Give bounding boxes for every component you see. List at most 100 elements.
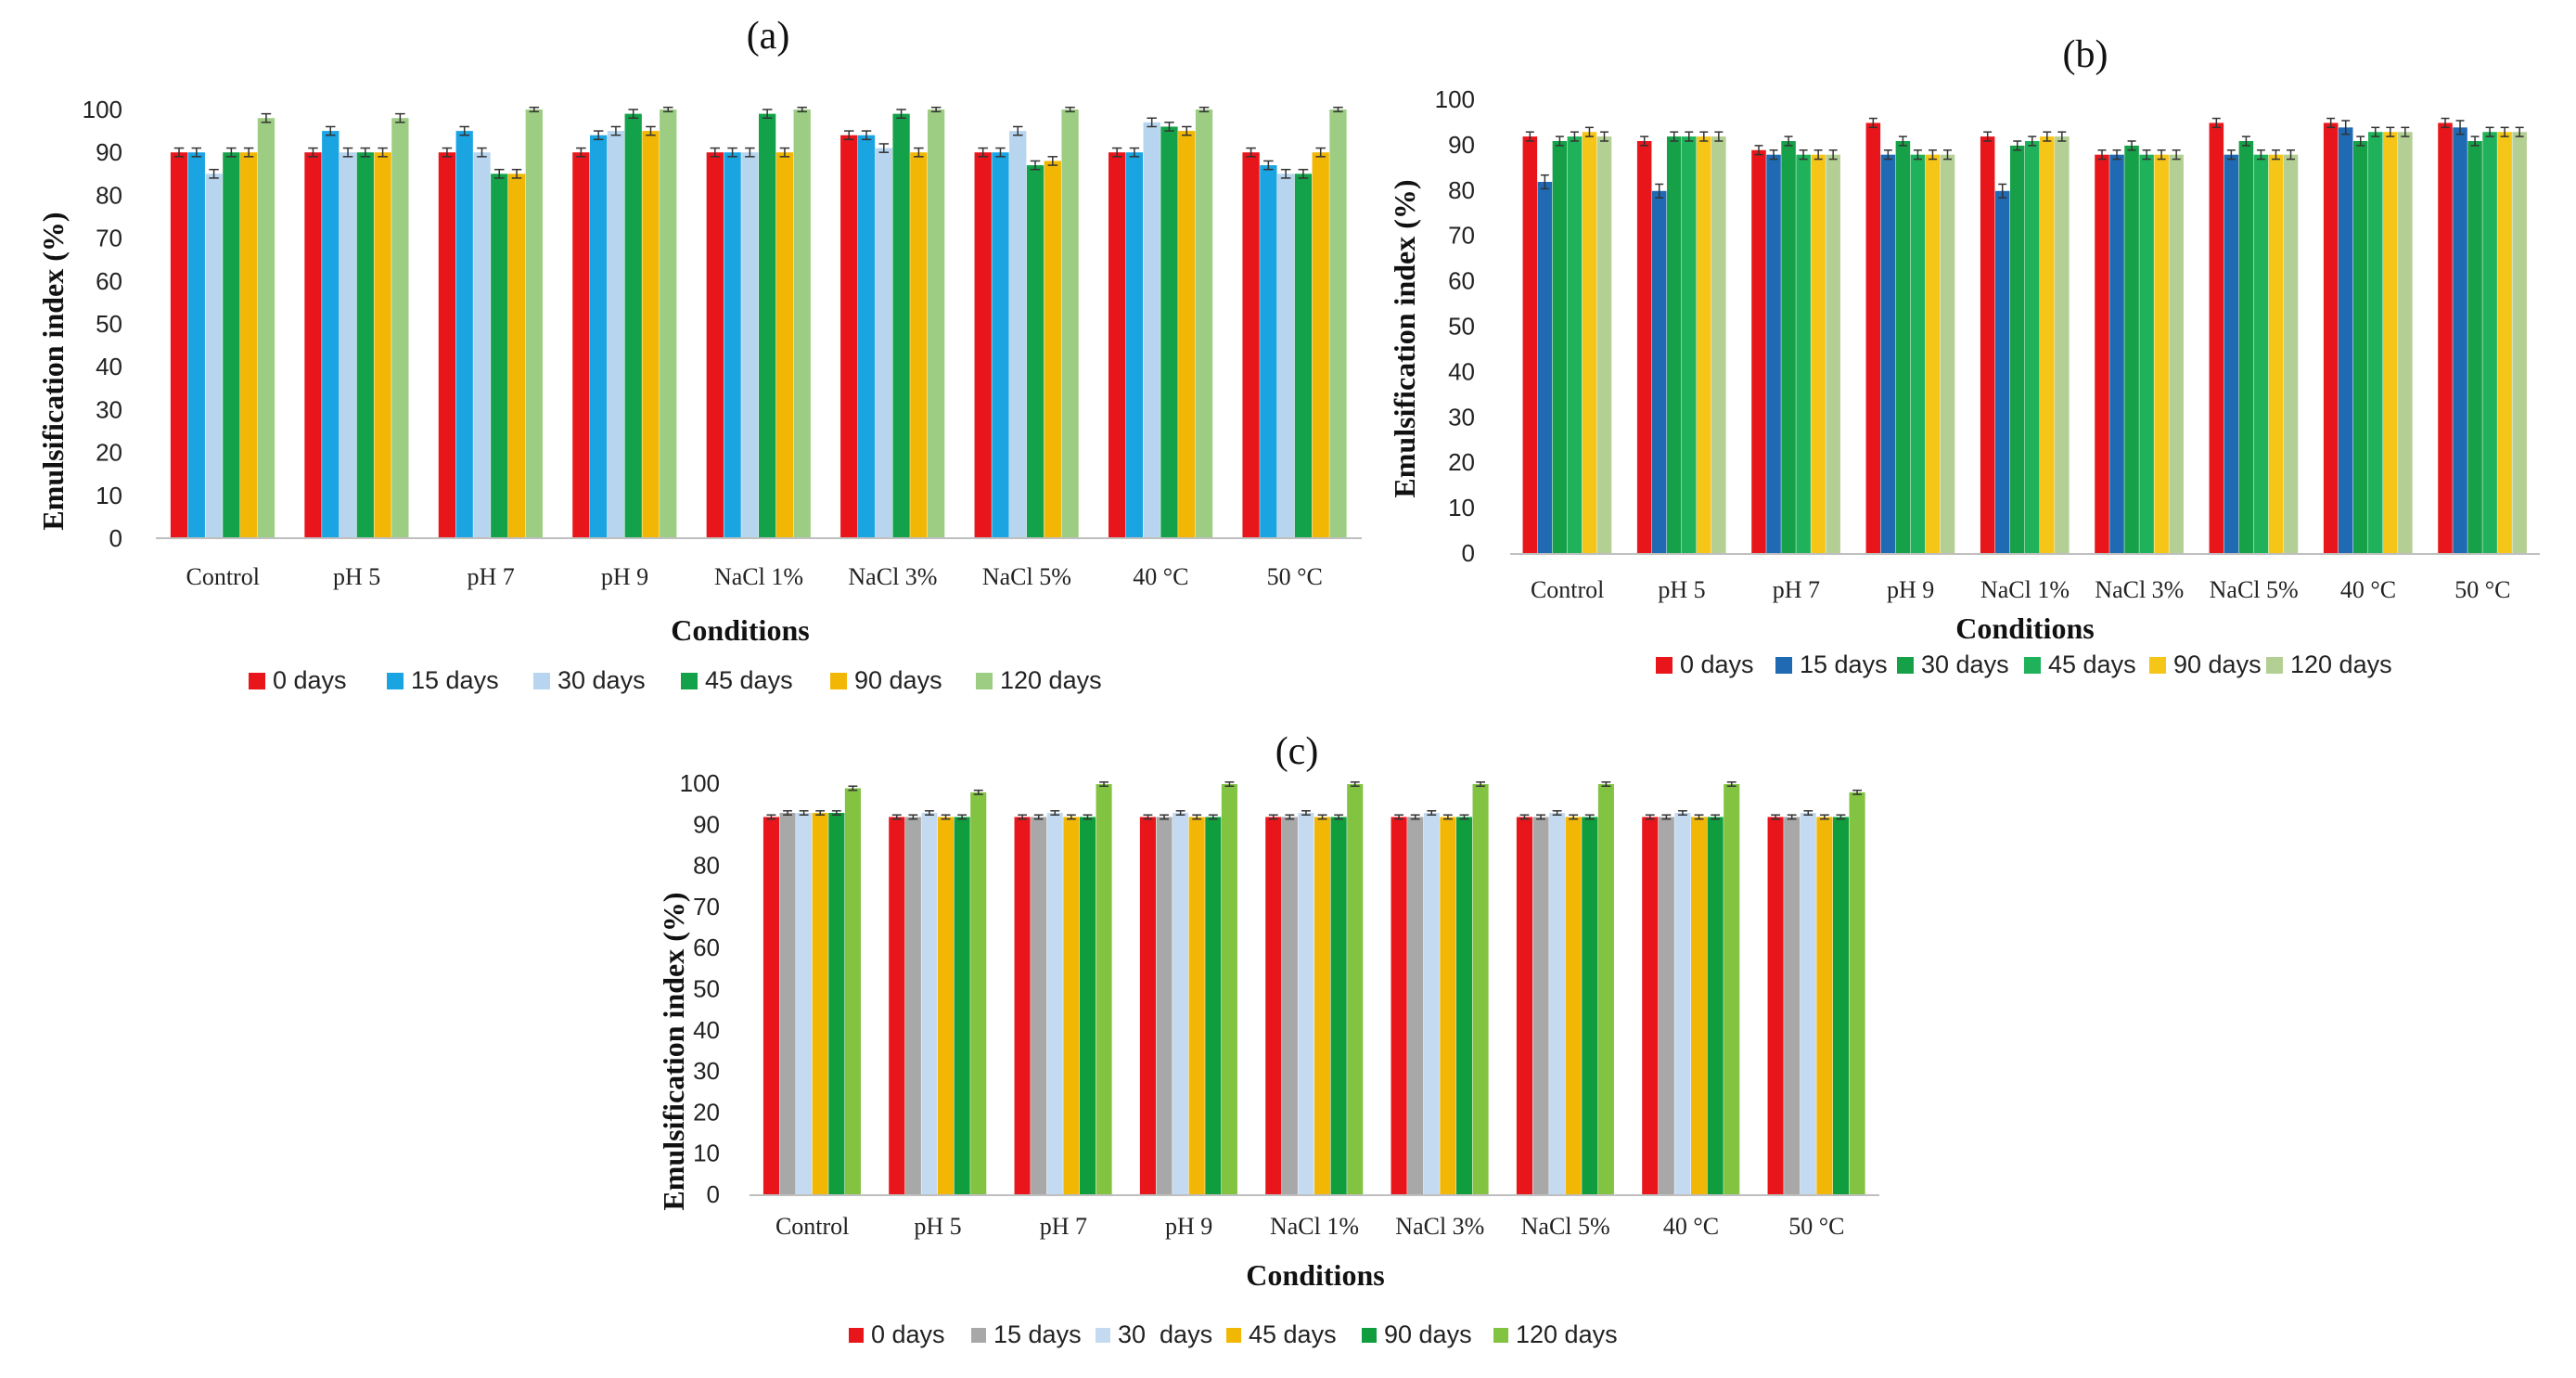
bar [1781, 141, 1796, 554]
y-tick-label: 60 [693, 934, 720, 961]
legend-swatch [249, 673, 265, 689]
y-tick-label: 70 [693, 893, 720, 921]
bar [304, 152, 322, 538]
legend-swatch [849, 1328, 864, 1343]
y-tick-label: 60 [96, 267, 122, 295]
bar [1188, 817, 1205, 1195]
legend-label: 90 days [2173, 650, 2262, 678]
legend-swatch [976, 673, 993, 689]
bar [1796, 154, 1811, 554]
legend-label: 30 days [1118, 1320, 1212, 1348]
legend-a: 0 days 15 days 30 days 45 days 90 days 120 da… [249, 666, 1102, 694]
category-tick-label: NaCl 3% [2095, 576, 2184, 603]
bar [889, 817, 905, 1195]
bar [921, 813, 938, 1195]
bar [2283, 154, 2299, 554]
bar [1391, 817, 1407, 1195]
bar [624, 113, 642, 539]
category-tick-label: NaCl 1% [1980, 576, 2070, 603]
legend-swatch [1096, 1328, 1110, 1343]
bar [1980, 136, 1995, 554]
category-tick-label: NaCl 5% [982, 563, 1071, 590]
bar [240, 152, 258, 538]
bar [1784, 817, 1801, 1195]
y-tick-label: 10 [1448, 494, 1475, 522]
legend-label: 120 days [1516, 1320, 1618, 1348]
legend-label: 0 days [273, 666, 347, 694]
bar [2154, 154, 2169, 554]
bar [1063, 817, 1080, 1195]
bar [491, 174, 508, 539]
legend-label: 15 days [411, 666, 499, 694]
bar [1994, 190, 2010, 555]
category-tick-label: 40 °C [1663, 1213, 1719, 1240]
bar [904, 817, 921, 1195]
bar [1014, 817, 1031, 1195]
chart-panel-a: (a) Emulsification index (%) Conditions … [36, 15, 1362, 694]
panel-label-b: (b) [2063, 33, 2108, 76]
category-tick-label: pH 5 [333, 563, 380, 590]
bar [2268, 154, 2284, 554]
bar [2124, 145, 2139, 554]
bars-c [763, 781, 1865, 1195]
bar [1724, 784, 1740, 1195]
legend-swatch [387, 673, 404, 689]
category-tick-label: Control [186, 563, 259, 590]
bar [775, 152, 794, 538]
bar [2139, 154, 2154, 554]
bar [857, 135, 876, 538]
bar [1156, 817, 1173, 1195]
bar [1031, 817, 1047, 1195]
bar [1532, 817, 1549, 1195]
bar [2009, 145, 2025, 554]
bar [1910, 154, 1926, 554]
legend-label: 45 days [1249, 1320, 1337, 1348]
legend-swatch [1656, 657, 1672, 674]
y-tick-label: 70 [96, 225, 122, 252]
bar [910, 152, 928, 538]
bar [1651, 190, 1667, 555]
bar [1139, 817, 1156, 1195]
bar [1537, 182, 1553, 554]
bar [938, 817, 955, 1195]
bar [779, 813, 796, 1195]
category-ticks-a: Control pH 5 pH 7 pH 9 NaCl 1% NaCl 3% NaCl 5%… [186, 563, 1322, 590]
bar [2169, 154, 2184, 554]
bar [1800, 813, 1816, 1195]
bar [1674, 813, 1691, 1195]
y-tick-label: 50 [1448, 313, 1475, 341]
category-tick-label: pH 9 [1887, 576, 1934, 603]
y-tick-label: 10 [96, 482, 122, 509]
bar [1849, 792, 1865, 1195]
y-tick-label: 100 [680, 769, 720, 797]
bar [992, 152, 1009, 538]
category-tick-label: pH 9 [1165, 1213, 1212, 1240]
y-tick-label: 90 [96, 138, 122, 166]
bar [2323, 122, 2339, 554]
legend-label: 120 days [2290, 650, 2392, 678]
bar [1265, 817, 1282, 1195]
bar [1407, 817, 1424, 1195]
bar [2055, 136, 2070, 554]
bar [1195, 109, 1213, 538]
category-tick-label: pH 7 [1773, 576, 1820, 603]
category-tick-label: NaCl 3% [1395, 1213, 1484, 1240]
bar [2383, 132, 2398, 555]
y-tick-label: 0 [1462, 539, 1475, 567]
chart-panel-b: (b) Emulsification index (%) Conditions … [1388, 33, 2540, 678]
bar [812, 813, 828, 1195]
bar [1711, 136, 1726, 554]
bar [1826, 154, 1840, 554]
y-tick-label: 90 [1448, 131, 1475, 159]
legend-label: 30 days [557, 666, 646, 694]
bar [1173, 813, 1189, 1195]
x-axis-title-b: Conditions [1955, 612, 2094, 645]
bar [2338, 127, 2353, 554]
category-tick-label: Control [1531, 576, 1604, 603]
bar [507, 174, 526, 539]
y-tick-label: 60 [1448, 267, 1475, 295]
bar [1658, 817, 1674, 1195]
bar [572, 152, 590, 538]
bar [1516, 817, 1532, 1195]
